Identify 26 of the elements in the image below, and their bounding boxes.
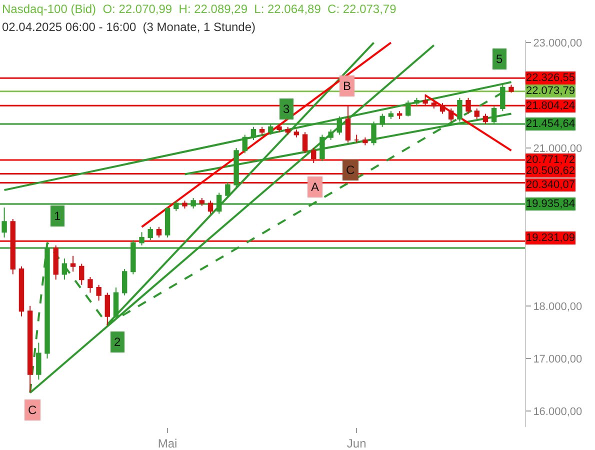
ref-line-label: 20.340,07 — [526, 179, 575, 191]
chart-subtitle: 02.04.2025 06:00 - 16:00 (3 Monate, 1 Stunde) — [2, 20, 256, 34]
x-tick-label: Jun — [346, 436, 366, 450]
y-tick-label: 17.000,00 — [533, 353, 582, 366]
y-tick-label: 18.000,00 — [533, 300, 582, 313]
ref-line-label: 19.231,09 — [526, 232, 575, 244]
chart-title: Nasdaq-100 (Bid) O: 22.070,99 H: 22.089,29 L: 22.064,89 C: 22.073,79 — [2, 2, 397, 16]
annotation: 3 — [283, 102, 290, 116]
annotation: C — [28, 403, 37, 417]
ref-line-label: 21.454,64 — [526, 118, 575, 130]
annotation: A — [311, 180, 320, 194]
ref-line-label: 21.804,24 — [526, 100, 575, 112]
annotation: B — [343, 79, 352, 93]
y-tick-label: 16.000,00 — [533, 406, 582, 418]
annotation: C — [346, 163, 355, 177]
annotation: 2 — [114, 335, 121, 349]
ref-line-label: 20.508,62 — [526, 165, 575, 177]
annotation: 1 — [54, 209, 61, 223]
annotation: 5 — [496, 52, 503, 66]
y-tick-label: 21.000,00 — [533, 142, 582, 155]
ref-line-label: 22.073,79 — [526, 85, 575, 97]
ref-line-label: 22.326,55 — [526, 72, 575, 84]
y-tick-label: 23.000,00 — [533, 37, 582, 50]
ref-line-label: 20.771,72 — [526, 154, 575, 166]
ref-line-label: 19.935,84 — [526, 198, 575, 210]
x-tick-label: Mai — [158, 436, 178, 450]
